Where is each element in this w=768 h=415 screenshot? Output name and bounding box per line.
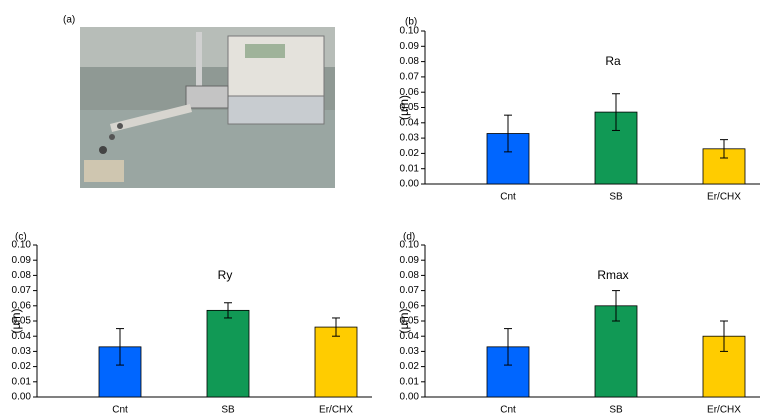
- y-tick-label: 0.00: [12, 392, 32, 403]
- y-tick-label: 0.04: [400, 331, 420, 342]
- y-tick-label: 0.08: [12, 270, 32, 281]
- y-tick-label: 0.09: [12, 255, 32, 266]
- x-tick-label: SB: [221, 405, 235, 415]
- y-tick-label: 0.07: [12, 285, 32, 296]
- x-tick-label: Er/CHX: [319, 405, 353, 415]
- y-tick-label: 0.02: [400, 361, 420, 372]
- y-tick-label: 0.08: [400, 56, 420, 67]
- y-tick-label: 0.03: [12, 346, 32, 357]
- bar: [314, 326, 358, 398]
- chart-title: Ry: [218, 268, 233, 282]
- y-tick-label: 0.05: [12, 316, 32, 327]
- y-tick-label: 0.02: [12, 361, 32, 372]
- y-tick-label: 0.10: [400, 240, 420, 251]
- y-tick-label: 0.04: [400, 117, 420, 128]
- y-tick-label: 0.01: [400, 376, 420, 387]
- y-tick-label: 0.06: [400, 300, 420, 311]
- y-axis-label: (µm): [397, 95, 411, 120]
- y-tick-label: 0.09: [400, 41, 420, 52]
- y-tick-label: 0.01: [400, 163, 420, 174]
- x-tick-label: Cnt: [500, 192, 516, 203]
- y-tick-label: 0.03: [400, 346, 420, 357]
- y-tick-label: 0.01: [12, 376, 32, 387]
- chart-title: Rmax: [597, 268, 628, 282]
- y-tick-label: 0.05: [400, 316, 420, 327]
- y-tick-label: 0.00: [400, 179, 420, 190]
- y-tick-label: 0.03: [400, 133, 420, 144]
- y-tick-label: 0.06: [400, 87, 420, 98]
- y-tick-label: 0.07: [400, 285, 420, 296]
- x-tick-label: SB: [609, 192, 623, 203]
- panel-label: (c): [15, 232, 27, 243]
- y-tick-label: 0.10: [400, 26, 420, 37]
- panel-label: (b): [405, 17, 417, 28]
- x-tick-label: Cnt: [500, 405, 516, 415]
- y-tick-label: 0.07: [400, 72, 420, 83]
- x-tick-label: SB: [609, 405, 623, 415]
- y-axis-label: (µm): [9, 309, 23, 334]
- chart-title: Ra: [605, 54, 621, 68]
- x-tick-label: Cnt: [112, 405, 128, 415]
- y-tick-label: 0.00: [400, 392, 420, 403]
- y-tick-label: 0.04: [12, 331, 32, 342]
- photo: [80, 27, 335, 188]
- y-tick-label: 0.05: [400, 102, 420, 113]
- y-tick-label: 0.06: [12, 300, 32, 311]
- y-tick-label: 0.08: [400, 270, 420, 281]
- bar: [206, 309, 250, 398]
- y-tick-label: 0.02: [400, 148, 420, 159]
- y-axis-label: (µm): [397, 309, 411, 334]
- x-tick-label: Er/CHX: [707, 405, 741, 415]
- y-tick-label: 0.10: [12, 240, 32, 251]
- y-tick-label: 0.09: [400, 255, 420, 266]
- panel-label: (a): [63, 15, 75, 26]
- x-tick-label: Er/CHX: [707, 192, 741, 203]
- panel-label: (d): [403, 232, 415, 243]
